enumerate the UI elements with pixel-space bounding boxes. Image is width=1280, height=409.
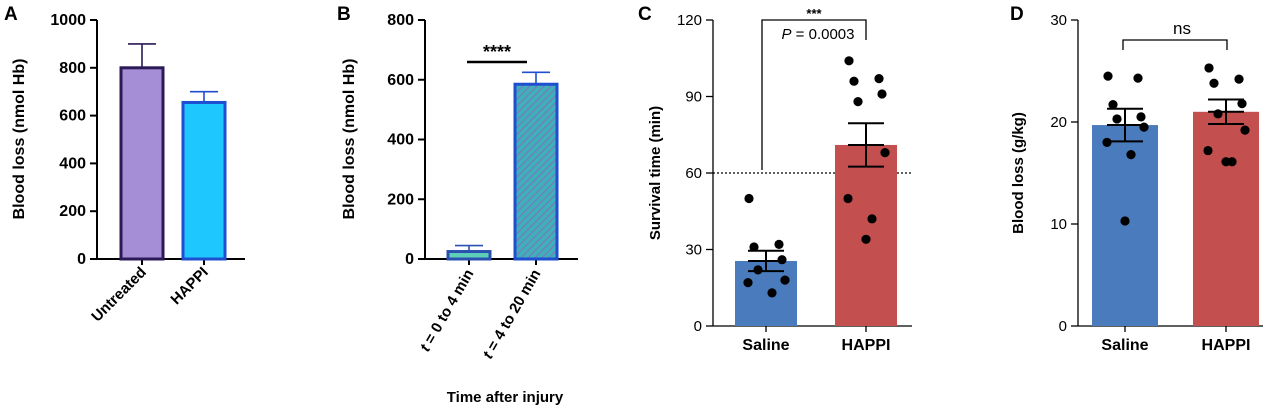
xlabel-b: Time after injury <box>447 389 564 406</box>
x-labels-a: Untreated HAPPI <box>88 264 212 326</box>
significance-d: ns <box>1173 19 1191 38</box>
data-point <box>843 193 853 204</box>
y-tick-label: 0 <box>694 318 702 335</box>
panel-label-d: D <box>1010 4 1024 25</box>
data-point <box>1133 73 1143 83</box>
data-point <box>1203 145 1213 156</box>
x-tick-label: Saline <box>742 337 789 354</box>
data-point <box>1234 74 1244 84</box>
y-tick-label: 200 <box>387 191 414 208</box>
data-point <box>1209 78 1219 88</box>
data-point <box>1102 137 1112 147</box>
data-point <box>1120 216 1130 226</box>
y-tick-label: 200 <box>59 203 86 220</box>
data-point <box>853 97 863 107</box>
bar <box>446 250 492 261</box>
bar <box>513 82 559 261</box>
x-tick-label: Untreated <box>88 264 150 326</box>
y-tick-label: 0 <box>1059 318 1067 335</box>
bar <box>119 66 165 261</box>
data-point <box>849 76 859 86</box>
y-tick-label: 400 <box>387 132 414 149</box>
y-tick-label: 120 <box>677 12 702 29</box>
data-point <box>777 255 787 265</box>
data-point <box>877 89 887 99</box>
data-point <box>1126 150 1136 160</box>
y-tick-label: 20 <box>1050 114 1067 131</box>
significance-bracket-c <box>761 19 867 170</box>
x-tick-label: HAPPI <box>167 264 211 308</box>
panel-c: C Survival time (min) 0 30 60 90 120 Saline H… <box>638 4 912 354</box>
data-point <box>1221 157 1231 167</box>
data-point <box>774 239 784 249</box>
y-tick-label: 600 <box>387 72 414 89</box>
bars-d <box>1092 63 1259 326</box>
y-tick-label: 600 <box>59 108 86 125</box>
y-tick-label: 10 <box>1050 216 1067 233</box>
x-labels-d: Saline HAPPI <box>1101 337 1250 354</box>
y-tick-label: 30 <box>1050 12 1067 29</box>
data-point <box>1103 71 1113 81</box>
data-point <box>1213 109 1223 119</box>
data-point <box>1136 112 1146 122</box>
data-point <box>1112 114 1122 124</box>
significance-bracket-d <box>1122 39 1228 50</box>
x-labels-c: Saline HAPPI <box>742 337 890 354</box>
x-tick-label: t = 0 to 4 min <box>417 267 478 355</box>
data-point <box>780 275 790 285</box>
y-ticks-a: 0 200 400 600 800 1000 <box>50 12 245 268</box>
y-tick-label: 90 <box>685 89 702 106</box>
data-point <box>1204 63 1214 73</box>
bars-c <box>713 56 912 326</box>
bars-a <box>119 43 227 261</box>
y-tick-label: 400 <box>59 155 86 172</box>
x-tick-label: Saline <box>1101 337 1148 354</box>
panel-a: A Blood loss (nmol Hb) 0 200 400 600 800 1000… <box>4 4 245 325</box>
data-point <box>753 265 763 275</box>
data-point <box>861 234 871 244</box>
y-tick-label: 800 <box>59 60 86 77</box>
y-tick-label: 30 <box>685 242 702 259</box>
ylabel-b: Blood loss (nmol Hb) <box>341 59 358 220</box>
significance-b: **** <box>483 42 511 62</box>
p-value-c: P = 0.0003 <box>782 26 855 43</box>
data-point <box>867 214 877 224</box>
data-point <box>1240 125 1250 135</box>
bar <box>181 100 227 261</box>
data-point <box>1139 122 1149 132</box>
ylabel-c: Survival time (min) <box>647 106 664 240</box>
data-point <box>1108 100 1118 110</box>
y-tick-label: 0 <box>77 251 86 268</box>
data-point <box>844 56 854 66</box>
y-tick-label: 0 <box>405 251 414 268</box>
data-point <box>874 74 884 84</box>
x-tick-label: HAPPI <box>1202 337 1251 354</box>
data-point <box>880 148 890 158</box>
bar <box>1193 111 1259 326</box>
ylabel-a: Blood loss (nmol Hb) <box>11 59 28 220</box>
data-point <box>1237 99 1247 109</box>
y-tick-label: 800 <box>387 12 414 29</box>
y-tick-label: 1000 <box>50 12 86 29</box>
data-point <box>743 278 753 288</box>
x-tick-label: HAPPI <box>842 337 891 354</box>
bars-b <box>446 71 559 261</box>
panel-label-c: C <box>638 4 652 25</box>
panel-b: B Blood loss (nmol Hb) 0 200 400 600 800 t =… <box>337 4 578 406</box>
ylabel-d: Blood loss (g/kg) <box>1010 112 1027 234</box>
x-tick-label: t = 4 to 20 min <box>480 267 545 362</box>
data-point <box>767 288 777 298</box>
data-point <box>744 193 754 204</box>
data-point <box>749 242 759 252</box>
significance-c: *** <box>806 6 822 21</box>
panel-label-b: B <box>337 4 351 25</box>
y-tick-label: 60 <box>685 165 702 182</box>
panel-label-a: A <box>4 4 18 25</box>
